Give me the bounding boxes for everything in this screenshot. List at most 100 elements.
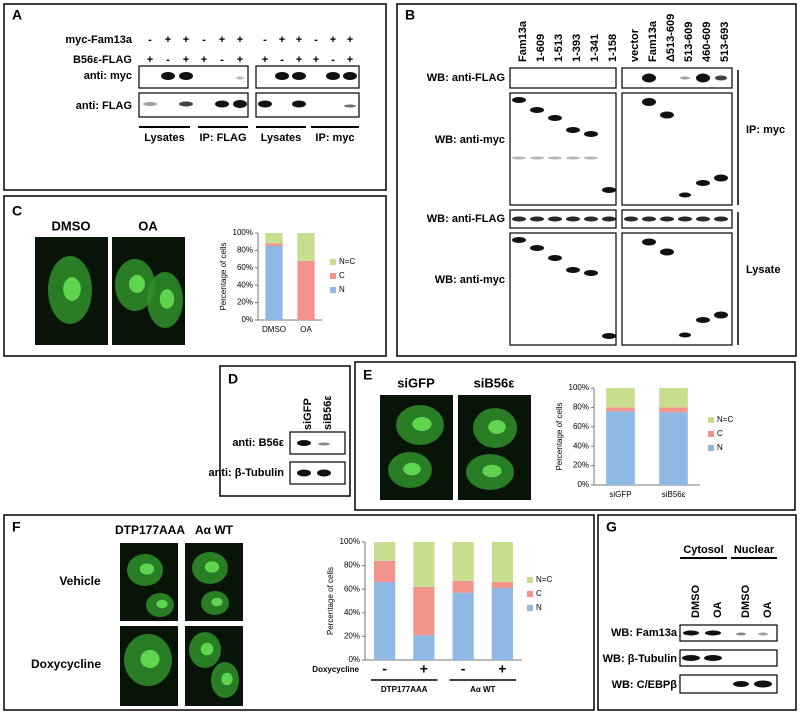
band bbox=[512, 216, 526, 222]
band bbox=[624, 216, 638, 222]
lane-label: DMSO bbox=[740, 585, 752, 618]
band bbox=[566, 216, 580, 222]
nucleus bbox=[200, 642, 214, 656]
band bbox=[584, 131, 598, 137]
lane-label: Δ513-609 bbox=[665, 14, 677, 62]
sign: + bbox=[262, 54, 268, 66]
x-tick-label: DMSO bbox=[262, 325, 286, 334]
y-tick-label: 40% bbox=[237, 280, 253, 289]
panel-label: A bbox=[12, 7, 22, 23]
band bbox=[715, 75, 727, 81]
sign: + bbox=[237, 54, 243, 66]
sign: + bbox=[165, 34, 171, 46]
band bbox=[297, 440, 311, 446]
y-tick-label: 20% bbox=[344, 632, 360, 641]
y-tick-label: 60% bbox=[344, 584, 360, 593]
band bbox=[566, 156, 580, 160]
blot bbox=[621, 209, 733, 229]
lane-label: 1-393 bbox=[571, 34, 583, 62]
lane-label: siB56ε bbox=[322, 395, 334, 430]
legend-label: N bbox=[536, 603, 542, 612]
image-label: OA bbox=[138, 218, 158, 233]
x-tick-label: siB56ε bbox=[662, 490, 686, 499]
bar-segment bbox=[491, 542, 513, 583]
nucleus bbox=[488, 420, 506, 434]
sign: + bbox=[201, 54, 207, 66]
band bbox=[318, 442, 330, 446]
lane-label: DMSO bbox=[690, 585, 702, 618]
legend-label: N=C bbox=[717, 415, 733, 424]
lane-label: Fam13a bbox=[647, 20, 659, 62]
group-label: Lysates bbox=[261, 132, 302, 144]
sign: + bbox=[296, 34, 302, 46]
blot-label: anti: myc bbox=[84, 70, 132, 82]
nucleus bbox=[211, 597, 223, 607]
band bbox=[512, 97, 526, 103]
band bbox=[660, 111, 674, 119]
panel-label: D bbox=[228, 371, 238, 387]
panel-e-frame bbox=[354, 361, 796, 511]
sign: + bbox=[147, 54, 153, 66]
blot-label: anti: FLAG bbox=[76, 100, 132, 112]
band bbox=[584, 270, 598, 276]
sign: + bbox=[296, 54, 302, 66]
band bbox=[530, 245, 544, 251]
legend-swatch bbox=[330, 259, 336, 265]
nucleus bbox=[159, 289, 175, 309]
lane-label: siGFP bbox=[302, 398, 314, 430]
band bbox=[530, 156, 544, 160]
panel-label: F bbox=[12, 519, 21, 535]
band bbox=[236, 76, 244, 80]
blot bbox=[509, 232, 617, 346]
band bbox=[566, 267, 580, 273]
blot bbox=[289, 431, 346, 455]
nucleus bbox=[221, 672, 233, 686]
legend-label: N bbox=[339, 285, 345, 294]
fraction-label: Nuclear bbox=[734, 544, 775, 556]
sign: - bbox=[280, 54, 284, 66]
nucleus bbox=[63, 277, 81, 301]
x-tick-label: - bbox=[461, 661, 466, 677]
blot bbox=[255, 92, 360, 118]
group-label: IP: myc bbox=[315, 132, 354, 144]
sign: - bbox=[166, 54, 170, 66]
legend-label: N=C bbox=[536, 575, 552, 584]
band bbox=[292, 72, 306, 80]
band bbox=[584, 216, 598, 222]
y-tick-label: 40% bbox=[573, 441, 589, 450]
y-tick-label: 100% bbox=[340, 537, 360, 546]
panel-d-frame bbox=[219, 365, 351, 497]
bar-segment bbox=[374, 582, 396, 660]
band bbox=[682, 655, 700, 661]
lane-label: 1-341 bbox=[589, 34, 601, 62]
bar-segment bbox=[659, 412, 688, 485]
blot bbox=[255, 65, 360, 89]
legend-swatch bbox=[527, 605, 533, 611]
sign: + bbox=[330, 34, 336, 46]
nucleus bbox=[412, 417, 432, 431]
band bbox=[530, 216, 544, 222]
legend-label: N=C bbox=[339, 257, 355, 266]
blot-label: anti: B56ε bbox=[232, 437, 284, 449]
band bbox=[548, 216, 562, 222]
image-label: siGFP bbox=[397, 375, 435, 390]
bar-segment bbox=[297, 260, 315, 320]
sign: - bbox=[202, 34, 206, 46]
band bbox=[326, 72, 340, 80]
blot bbox=[679, 674, 778, 694]
sign: + bbox=[313, 54, 319, 66]
band bbox=[215, 100, 229, 108]
legend-label: N bbox=[717, 443, 723, 452]
blot bbox=[621, 67, 733, 89]
y-tick-label: 0% bbox=[577, 480, 589, 489]
row-label: Doxycycline bbox=[31, 657, 101, 671]
band bbox=[679, 332, 691, 338]
y-tick-label: 60% bbox=[237, 263, 253, 272]
band bbox=[548, 156, 562, 160]
band bbox=[292, 100, 306, 108]
blot-label: WB: anti-FLAG bbox=[427, 213, 505, 225]
bar-segment bbox=[297, 233, 315, 261]
y-tick-label: 60% bbox=[573, 422, 589, 431]
band bbox=[733, 681, 749, 687]
